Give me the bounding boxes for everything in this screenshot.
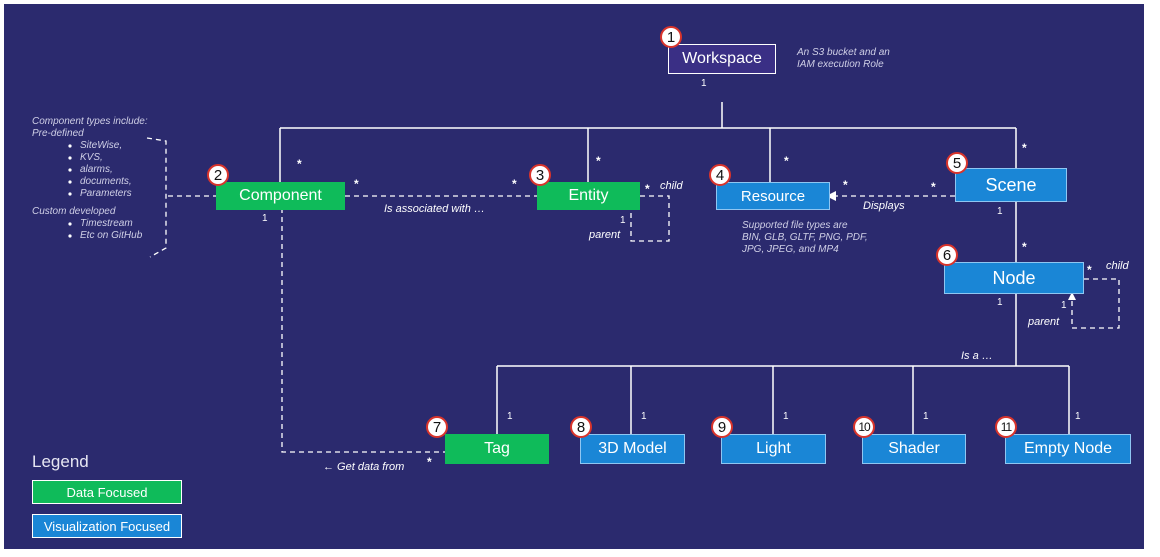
resource-many-marker: * — [784, 154, 789, 168]
entity-number-badge: 3 — [529, 164, 551, 186]
workspace-box: Workspace — [668, 44, 776, 74]
predefined-item: SiteWise, — [80, 140, 123, 151]
empty-node-label: Empty Node — [1023, 440, 1113, 457]
predefined-item: alarms, — [80, 164, 113, 175]
workspace-note-line: IAM execution Role — [797, 59, 884, 70]
workspace-label: Workspace — [682, 50, 762, 67]
model3d-one-marker: 1 — [641, 411, 647, 422]
component-number-badge: 2 — [207, 164, 229, 186]
model3d-label: 3D Model — [598, 440, 667, 457]
scene-number-badge: 5 — [946, 152, 968, 174]
node-number-badge: 6 — [936, 244, 958, 266]
legend-title: Legend — [32, 452, 89, 471]
shader-label: Shader — [888, 440, 940, 457]
entity-label: Entity — [568, 187, 609, 204]
empty-node-one-marker: 1 — [1075, 411, 1081, 422]
custom-item: Timestream — [80, 218, 133, 229]
component-one-marker: 1 — [262, 213, 268, 224]
workspace-number-badge: 1 — [660, 26, 682, 48]
custom-list: Timestream Etc on GitHub — [80, 218, 142, 242]
shader-box: Shader — [862, 434, 966, 464]
entity-box: Entity — [537, 182, 640, 210]
entity-child-label: child — [660, 180, 683, 192]
predefined-item: KVS, — [80, 152, 103, 163]
is-a-label: Is a … — [961, 350, 993, 362]
resource-note-line: BIN, GLB, GLTF, PNG, PDF, — [742, 232, 868, 243]
scene-one-marker: 1 — [997, 206, 1003, 217]
scene-many-marker: * — [1022, 141, 1027, 155]
light-number-badge: 9 — [711, 416, 733, 438]
shader-number-badge: 10 — [853, 416, 875, 438]
predefined-list: SiteWise, KVS, alarms, documents, Parame… — [80, 140, 132, 200]
node-label: Node — [992, 267, 1036, 288]
resource-note-line: Supported file types are — [742, 220, 848, 231]
resource-box: Resource — [716, 182, 830, 210]
entity-parent-label: parent — [589, 229, 621, 241]
legend-visualization-focused-label: Visualization Focused — [43, 518, 171, 534]
light-box: Light — [721, 434, 826, 464]
displays-arrowhead — [826, 191, 836, 201]
predefined-item: Parameters — [80, 188, 132, 199]
resource-note-line: JPG, JPEG, and MP4 — [742, 244, 839, 255]
displays-scene-many-marker: * — [931, 180, 936, 194]
resource-file-types-note: Supported file types are BIN, GLB, GLTF,… — [742, 220, 868, 256]
empty-node-number-badge: 11 — [995, 416, 1017, 438]
associated-entity-many-marker: * — [512, 177, 517, 191]
legend-data-focused-label: Data Focused — [66, 484, 148, 500]
empty-node-box: Empty Node — [1005, 434, 1131, 464]
associated-with-label: Is associated with … — [384, 203, 485, 215]
scene-label: Scene — [985, 174, 1037, 195]
resource-label: Resource — [740, 187, 806, 205]
node-one-marker: 1 — [997, 297, 1003, 308]
bullet-markers — [68, 144, 72, 238]
node-child-label: child — [1106, 260, 1129, 272]
node-many-marker: * — [1022, 240, 1027, 254]
component-many-marker: * — [297, 157, 302, 171]
node-parent-label: parent — [1028, 316, 1060, 328]
displays-label: Displays — [863, 200, 905, 212]
dashed-connectors — [146, 137, 1120, 453]
model3d-number-badge: 8 — [570, 416, 592, 438]
tag-many-marker: * — [427, 455, 432, 469]
component-label: Component — [239, 187, 322, 204]
tag-one-marker: 1 — [507, 411, 513, 422]
entity-many-marker: * — [596, 154, 601, 168]
scene-box: Scene — [955, 168, 1067, 202]
tag-number-badge: 7 — [426, 416, 448, 438]
predefined-item: documents, — [80, 176, 132, 187]
node-box: Node — [944, 262, 1084, 294]
entity-parent-one-marker: 1 — [620, 215, 626, 226]
workspace-note-line: An S3 bucket and an — [797, 47, 890, 58]
tag-label: Tag — [484, 440, 510, 457]
light-one-marker: 1 — [783, 411, 789, 422]
model3d-box: 3D Model — [580, 434, 685, 464]
associated-component-many-marker: * — [354, 177, 359, 191]
component-box: Component — [216, 182, 345, 210]
custom-developed-heading: Custom developed — [32, 206, 116, 217]
get-data-from-label: ← Get data from — [323, 461, 405, 473]
component-types-heading-line: Pre-defined — [32, 128, 84, 139]
component-types-heading: Component types include: Pre-defined — [32, 116, 148, 140]
component-types-heading-line: Component types include: — [32, 116, 148, 127]
workspace-one-marker: 1 — [701, 78, 707, 89]
legend-visualization-focused: Visualization Focused — [32, 514, 182, 538]
node-parent-arrowhead — [1068, 292, 1076, 300]
shader-one-marker: 1 — [923, 411, 929, 422]
legend-data-focused: Data Focused — [32, 480, 182, 504]
entity-child-many-marker: * — [645, 182, 650, 196]
custom-item: Etc on GitHub — [80, 230, 143, 241]
node-parent-one-marker: 1 — [1061, 300, 1067, 311]
workspace-note: An S3 bucket and an IAM execution Role — [797, 47, 890, 71]
tag-box: Tag — [445, 434, 549, 464]
displays-resource-many-marker: * — [843, 178, 848, 192]
light-label: Light — [756, 440, 791, 457]
node-child-many-marker: * — [1087, 263, 1092, 277]
resource-number-badge: 4 — [709, 164, 731, 186]
solid-connectors — [279, 102, 1070, 434]
